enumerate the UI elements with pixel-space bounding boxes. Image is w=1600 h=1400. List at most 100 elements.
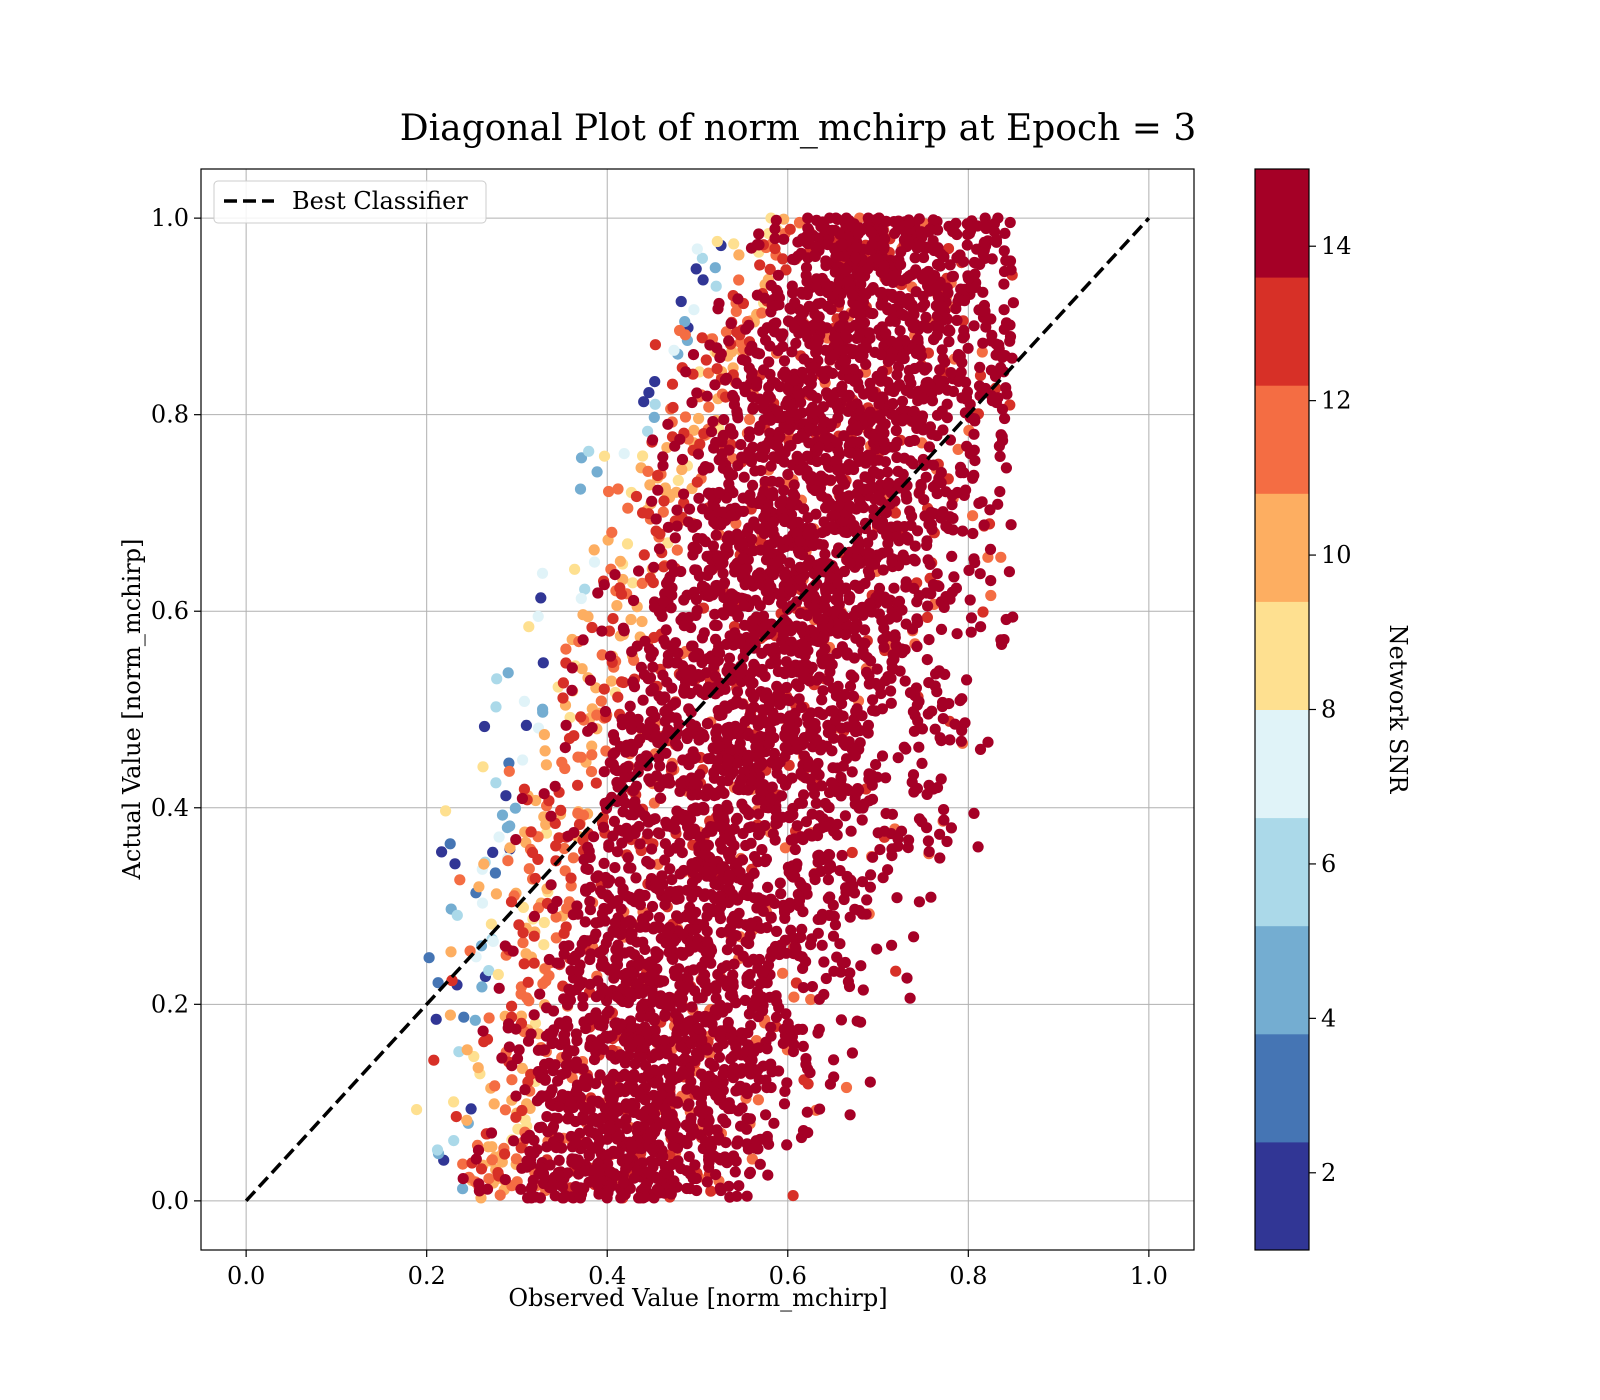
scatter-point bbox=[728, 823, 740, 835]
scatter-point bbox=[781, 1139, 793, 1151]
scatter-point bbox=[609, 926, 621, 938]
scatter-point bbox=[802, 755, 814, 767]
scatter-point bbox=[744, 1168, 756, 1180]
scatter-point bbox=[930, 668, 942, 680]
scatter-point bbox=[757, 905, 769, 917]
scatter-point bbox=[517, 937, 529, 949]
scatter-point bbox=[815, 913, 827, 925]
scatter-point bbox=[475, 1163, 488, 1175]
scatter-point bbox=[744, 977, 756, 990]
scatter-point bbox=[972, 841, 984, 853]
scatter-point bbox=[557, 677, 570, 689]
scatter-point bbox=[797, 906, 809, 918]
scatter-point bbox=[538, 939, 550, 951]
scatter-point bbox=[949, 718, 961, 730]
scatter-point bbox=[657, 669, 669, 681]
scatter-point bbox=[578, 1101, 590, 1114]
scatter-point bbox=[699, 1071, 711, 1084]
scatter-point bbox=[476, 981, 488, 993]
scatter-point bbox=[793, 216, 806, 229]
scatter-point bbox=[506, 1000, 518, 1012]
scatter-point bbox=[772, 665, 785, 678]
scatter-point bbox=[985, 364, 998, 376]
scatter-point bbox=[532, 902, 545, 914]
scatter-point bbox=[596, 625, 608, 637]
scatter-point bbox=[728, 958, 740, 970]
scatter-point bbox=[584, 904, 597, 916]
scatter-point bbox=[740, 884, 752, 896]
scatter-point bbox=[717, 1038, 729, 1050]
scatter-point bbox=[937, 506, 949, 518]
scatter-point bbox=[828, 349, 841, 362]
scatter-point bbox=[915, 480, 927, 492]
scatter-point bbox=[503, 765, 515, 777]
scatter-point bbox=[649, 376, 661, 388]
scatter-point bbox=[698, 1084, 710, 1096]
scatter-point bbox=[871, 943, 883, 955]
scatter-point bbox=[537, 657, 549, 669]
scatter-point bbox=[820, 972, 832, 985]
scatter-point bbox=[772, 269, 785, 281]
scatter-point bbox=[876, 239, 888, 251]
scatter-point bbox=[735, 1120, 747, 1132]
scatter-point bbox=[575, 711, 587, 723]
scatter-point bbox=[703, 564, 715, 576]
scatter-point bbox=[733, 907, 745, 919]
scatter-point bbox=[549, 1190, 561, 1202]
scatter-point bbox=[838, 565, 851, 578]
scatter-point bbox=[648, 561, 660, 573]
scatter-point bbox=[710, 280, 722, 292]
scatter-point bbox=[697, 274, 709, 286]
scatter-point bbox=[802, 529, 814, 541]
scatter-point bbox=[1003, 566, 1016, 578]
scatter-point bbox=[839, 263, 851, 275]
scatter-point bbox=[787, 253, 799, 265]
scatter-point bbox=[608, 1084, 620, 1096]
scatter-point bbox=[657, 460, 669, 472]
scatter-point bbox=[609, 917, 622, 929]
scatter-point bbox=[604, 650, 617, 662]
scatter-point bbox=[978, 244, 990, 256]
scatter-point bbox=[490, 701, 502, 713]
scatter-point bbox=[892, 465, 904, 477]
scatter-point bbox=[585, 766, 598, 778]
scatter-point bbox=[590, 872, 602, 884]
scatter-point bbox=[829, 508, 841, 520]
scatter-point bbox=[598, 450, 611, 462]
scatter-point bbox=[619, 771, 631, 783]
scatter-point bbox=[795, 831, 807, 843]
scatter-point bbox=[521, 1155, 533, 1167]
scatter-point bbox=[775, 888, 787, 900]
scatter-point bbox=[988, 218, 1001, 230]
scatter-point bbox=[747, 713, 759, 725]
scatter-point bbox=[906, 776, 918, 788]
scatter-point bbox=[889, 227, 901, 239]
scatter-point bbox=[668, 344, 680, 356]
scatter-point bbox=[836, 849, 848, 862]
scatter-point bbox=[938, 814, 950, 826]
scatter-point bbox=[709, 608, 721, 620]
scatter-point bbox=[830, 786, 843, 798]
scatter-point bbox=[737, 552, 749, 564]
scatter-point bbox=[705, 1185, 717, 1197]
scatter-point bbox=[854, 271, 867, 283]
scatter-point bbox=[738, 600, 750, 612]
scatter-point bbox=[909, 252, 921, 264]
scatter-point bbox=[570, 1086, 582, 1098]
scatter-point bbox=[847, 690, 860, 703]
scatter-point bbox=[871, 663, 883, 675]
scatter-point bbox=[714, 913, 727, 925]
scatter-point bbox=[938, 804, 950, 816]
scatter-point bbox=[857, 609, 869, 621]
scatter-point bbox=[671, 1142, 684, 1154]
scatter-point bbox=[428, 1054, 440, 1066]
scatter-point bbox=[968, 469, 980, 481]
scatter-point bbox=[496, 1052, 508, 1064]
scatter-point bbox=[756, 784, 768, 796]
scatter-point bbox=[681, 1138, 693, 1150]
scatter-point bbox=[756, 757, 769, 769]
scatter-point bbox=[432, 977, 444, 989]
scatter-point bbox=[770, 317, 782, 329]
scatter-point bbox=[832, 412, 844, 424]
scatter-point bbox=[945, 367, 957, 379]
